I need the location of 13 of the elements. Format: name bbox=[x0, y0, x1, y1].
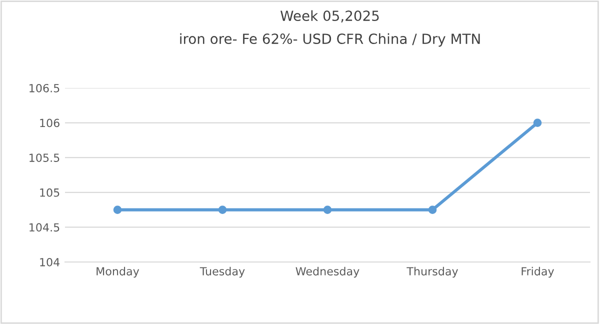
y-tick-label: 106.5 bbox=[30, 84, 60, 92]
chart-subtitle: iron ore- Fe 62%- USD CFR China / Dry MTN bbox=[180, 33, 480, 47]
y-tick-label: 105 bbox=[40, 188, 60, 197]
y-tick-label: 106 bbox=[40, 118, 60, 128]
y-tick-label: 104 bbox=[40, 258, 60, 266]
x-tick-label: Friday bbox=[522, 266, 554, 278]
x-tick-label: Monday bbox=[96, 266, 140, 278]
x-tick-label: Tuesday bbox=[200, 266, 245, 278]
x-tick-label: Wednesday bbox=[296, 266, 360, 278]
y-tick-label: 105.5 bbox=[30, 154, 60, 162]
chart-title: Week 05,2025 bbox=[280, 10, 379, 22]
y-tick-label: 104.5 bbox=[30, 223, 60, 232]
x-tick-label: Thursday bbox=[406, 266, 458, 278]
